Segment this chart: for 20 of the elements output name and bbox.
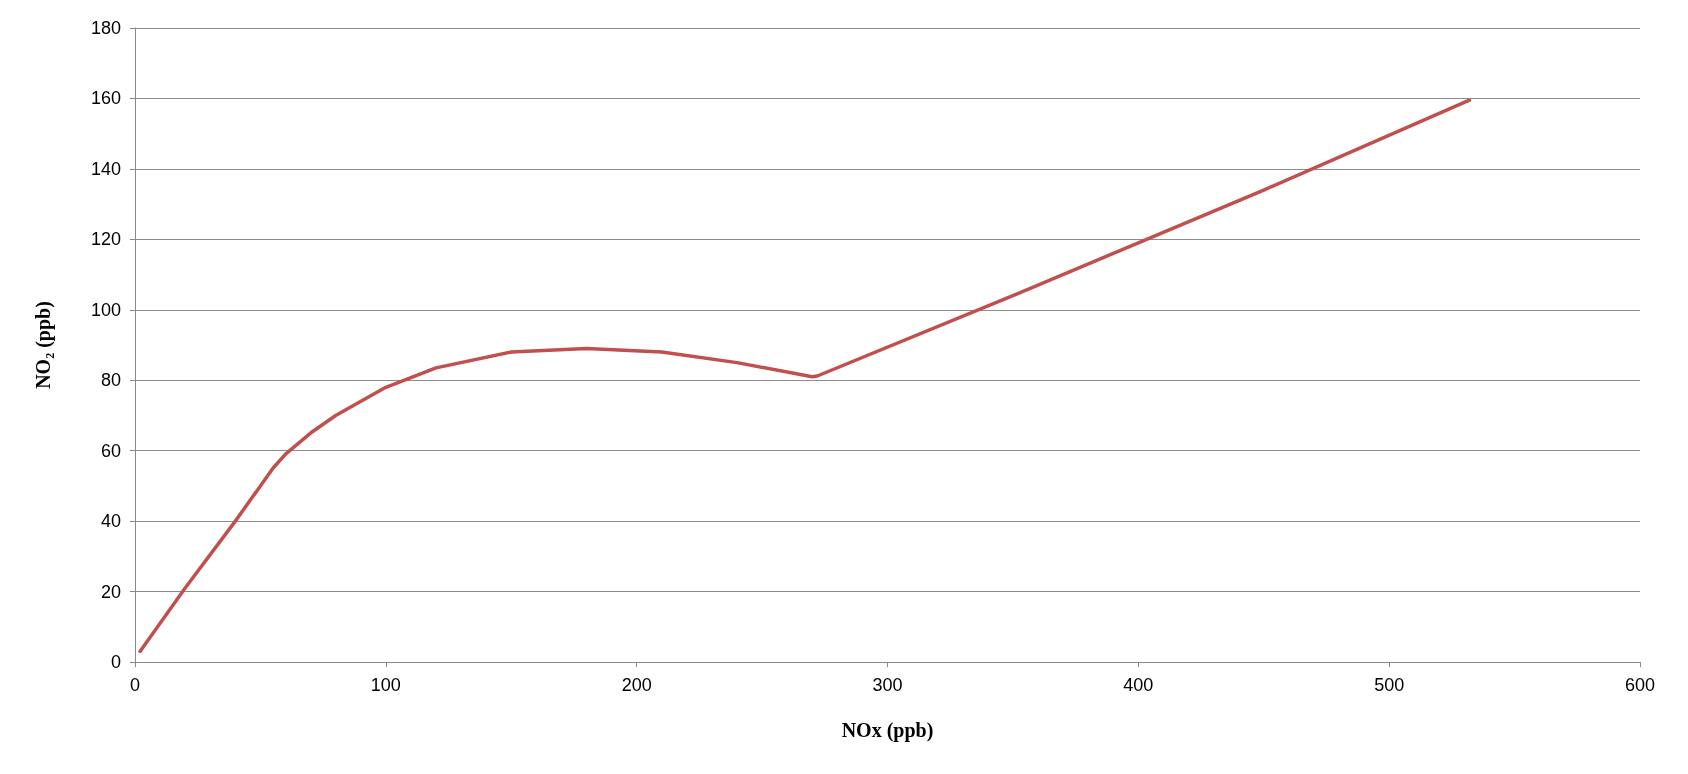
x-tick-label: 500 xyxy=(1374,675,1405,695)
y-tick-label: 20 xyxy=(100,581,121,602)
y-tick-label: 180 xyxy=(90,18,121,38)
x-tick-label: 600 xyxy=(1624,675,1656,695)
y-tick-label: 60 xyxy=(100,440,121,461)
x-tick-label: 0 xyxy=(129,675,141,695)
x-axis-title: NOx (ppb) xyxy=(841,719,934,742)
y-tick-label: 120 xyxy=(90,229,121,250)
x-tick-label: 200 xyxy=(621,675,652,695)
x-tick-label: 100 xyxy=(370,675,401,695)
y-axis-title: NO₂ (ppb) xyxy=(32,301,55,389)
line-series xyxy=(138,98,1472,654)
y-tick-label: 40 xyxy=(100,511,121,532)
y-tick-label: 80 xyxy=(100,370,121,391)
x-tick-label: 400 xyxy=(1123,675,1154,695)
x-tick-label: 300 xyxy=(872,675,903,695)
y-tick-label: 160 xyxy=(90,88,121,109)
y-tick-label: 0 xyxy=(110,652,121,672)
y-tick-label: 140 xyxy=(90,158,121,179)
y-tick-label: 100 xyxy=(90,299,121,320)
